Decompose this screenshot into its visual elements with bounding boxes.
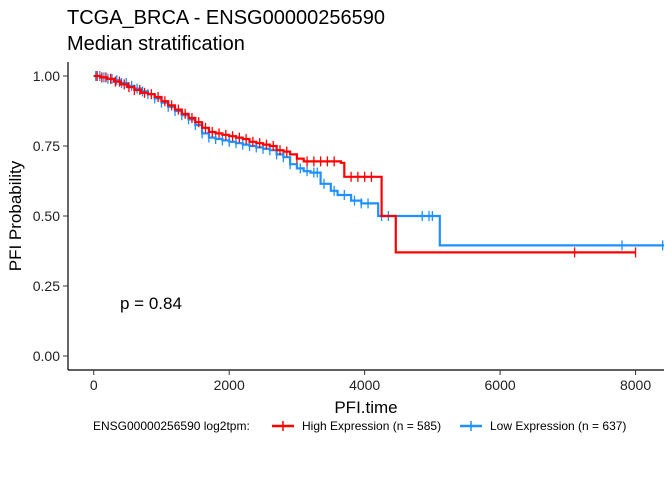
- p-value-annotation: p = 0.84: [120, 294, 182, 313]
- x-tick-label: 8000: [620, 377, 651, 393]
- x-ticks: 0 2000 4000 6000 8000: [90, 370, 651, 393]
- legend: ENSG00000256590 log2tpm: High Expression…: [93, 419, 626, 433]
- y-ticks: 0.00 0.25 0.50 0.75 1.00: [33, 68, 68, 364]
- y-axis-title: PFI Probability: [6, 160, 25, 271]
- legend-label-high: High Expression (n = 585): [302, 419, 441, 433]
- series-line-1: [93, 74, 664, 247]
- legend-item-low: Low Expression (n = 637): [460, 419, 626, 433]
- x-tick-label: 0: [90, 377, 98, 393]
- chart-subtitle: Median stratification: [67, 33, 245, 55]
- legend-item-high: High Expression (n = 585): [272, 419, 441, 433]
- x-tick-label: 4000: [349, 377, 380, 393]
- series-layer: [93, 71, 664, 258]
- x-tick-label: 2000: [214, 377, 245, 393]
- y-tick-label: 0.25: [33, 278, 60, 294]
- chart-title: TCGA_BRCA - ENSG00000256590: [67, 7, 385, 29]
- legend-title: ENSG00000256590 log2tpm:: [93, 419, 250, 433]
- series-line-0: [93, 74, 636, 254]
- x-tick-label: 6000: [485, 377, 516, 393]
- legend-label-low: Low Expression (n = 637): [490, 419, 626, 433]
- y-tick-label: 0.75: [33, 138, 60, 154]
- y-tick-label: 0.00: [33, 348, 60, 364]
- plot-panel: 0 2000 4000 6000 8000 0.00 0.25 0.50 0.75 1.00: [33, 62, 664, 393]
- x-axis-title: PFI.time: [334, 398, 397, 417]
- y-tick-label: 0.50: [33, 208, 60, 224]
- y-tick-label: 1.00: [33, 68, 60, 84]
